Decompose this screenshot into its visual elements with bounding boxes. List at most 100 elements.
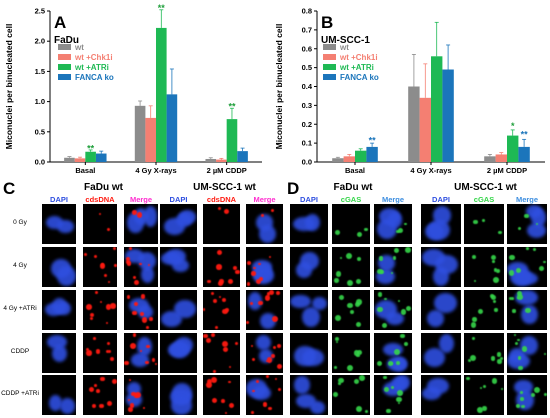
cdsdna-spot (105, 304, 112, 310)
cdsdna-spot (268, 290, 274, 296)
dapi-nucleus (256, 335, 272, 351)
chart-a-x-tick-label: Basal (75, 166, 95, 175)
micrograph-cell (246, 204, 283, 244)
dapi-nucleus (432, 206, 451, 225)
cdsdna-spot (267, 406, 272, 411)
cgas-spot (353, 350, 359, 356)
cdsdna-spot (252, 389, 255, 393)
cdsdna-spot (250, 270, 256, 276)
dapi-nucleus (128, 298, 149, 314)
cgas-spot (346, 253, 353, 259)
dapi-nucleus (426, 310, 445, 328)
cgas-spot (356, 279, 361, 285)
cdsdna-spot (109, 357, 114, 362)
dapi-nucleus (294, 376, 310, 394)
cgas-spot (364, 410, 368, 414)
cgas-spot (535, 222, 539, 225)
dapi-nucleus (161, 311, 183, 328)
cgas-spot (497, 359, 502, 364)
chart-a-significance: ** (158, 3, 166, 13)
cgas-spot (532, 247, 536, 252)
cdsdna-spot (95, 349, 101, 354)
cdsdna-spot (139, 262, 142, 265)
dapi-nucleus (428, 220, 451, 241)
chart-b-panel-letter: B (321, 13, 333, 32)
cdsdna-spot (225, 411, 228, 415)
cdsdna-spot (86, 348, 90, 352)
cdsdna-spot (214, 325, 219, 330)
cdsdna-spot (255, 379, 260, 383)
micrograph-c-row-label: CDDP +ATRi (1, 390, 39, 397)
panel-letter-d: D (287, 179, 300, 198)
cdsdna-spot (107, 280, 111, 284)
cdsdna-spot (213, 298, 218, 303)
cdsdna-spot (257, 262, 261, 266)
micrograph-cell (290, 204, 328, 244)
chart-b-y-tick-label: 0.1 (302, 139, 312, 148)
cdsdna-spot (145, 360, 149, 365)
cgas-spot (355, 406, 362, 413)
cdsdna-spot (235, 269, 240, 274)
micrograph-cell (124, 247, 158, 287)
cdsdna-spot (146, 326, 149, 329)
chart-a-legend-label: wt +ATRi (74, 63, 109, 72)
chart-b-significance: ** (521, 130, 529, 140)
cgas-spot (509, 254, 516, 261)
cgas-spot (377, 306, 384, 313)
cdsdna-spot (255, 278, 261, 284)
cgas-spot (526, 247, 529, 251)
cdsdna-spot (126, 295, 131, 299)
cgas-spot (384, 387, 390, 392)
cdsdna-spot (133, 301, 139, 307)
cdsdna-spot (112, 247, 116, 251)
cgas-spot (332, 391, 338, 397)
cgas-spot (543, 260, 547, 264)
cdsdna-spot (217, 281, 223, 286)
cgas-spot (491, 294, 497, 300)
cgas-spot (515, 403, 521, 409)
dapi-nucleus (52, 345, 68, 363)
micrograph-cell (160, 290, 197, 330)
micrograph-d-channel-label: DAPI (432, 195, 450, 204)
chart-a-title: FaDu (54, 35, 79, 46)
cgas-spot (354, 302, 360, 308)
chart-a-bar (74, 158, 86, 162)
cdsdna-spot (127, 399, 131, 402)
micrograph-cell (83, 247, 117, 287)
cgas-spot (359, 375, 366, 381)
cgas-spot (391, 385, 395, 389)
cgas-spot (338, 382, 341, 385)
cdsdna-spot (260, 213, 265, 218)
cdsdna-spot (218, 207, 222, 211)
micrograph-cell (203, 290, 240, 330)
chart-b-x-tick-label: 2 µM CDDP (487, 166, 527, 175)
cdsdna-spot (91, 403, 97, 409)
cdsdna-spot (258, 276, 264, 281)
cdsdna-spot (265, 359, 268, 362)
cdsdna-spot (250, 302, 254, 306)
cgas-spot (393, 349, 400, 356)
chart-b-bar (507, 135, 519, 162)
micrograph-cell (42, 247, 76, 287)
cgas-spot (482, 384, 487, 389)
micrograph-cell (374, 247, 412, 287)
cgas-spot (512, 309, 516, 313)
cdsdna-spot (219, 295, 222, 299)
cgas-spot (405, 305, 412, 312)
chart-b-x-tick-label: Basal (345, 166, 365, 175)
micrograph-c-group-title: UM-SCC-1 wt (193, 182, 256, 193)
micrograph-cell (83, 290, 117, 330)
micrograph-cell (124, 290, 158, 330)
micrograph-cell (421, 333, 461, 373)
chart-b-y-tick-label: 0.3 (302, 101, 312, 110)
cgas-spot (472, 337, 475, 340)
micrograph-cell (507, 333, 547, 373)
cdsdna-spot (207, 379, 213, 385)
chart-b-significance: ** (369, 135, 377, 145)
dapi-nucleus (256, 214, 273, 231)
cgas-spot (400, 309, 406, 315)
micrograph-cell (203, 247, 240, 287)
micrograph-cell (332, 247, 370, 287)
cgas-spot (517, 226, 521, 231)
dapi-nucleus (526, 222, 546, 238)
